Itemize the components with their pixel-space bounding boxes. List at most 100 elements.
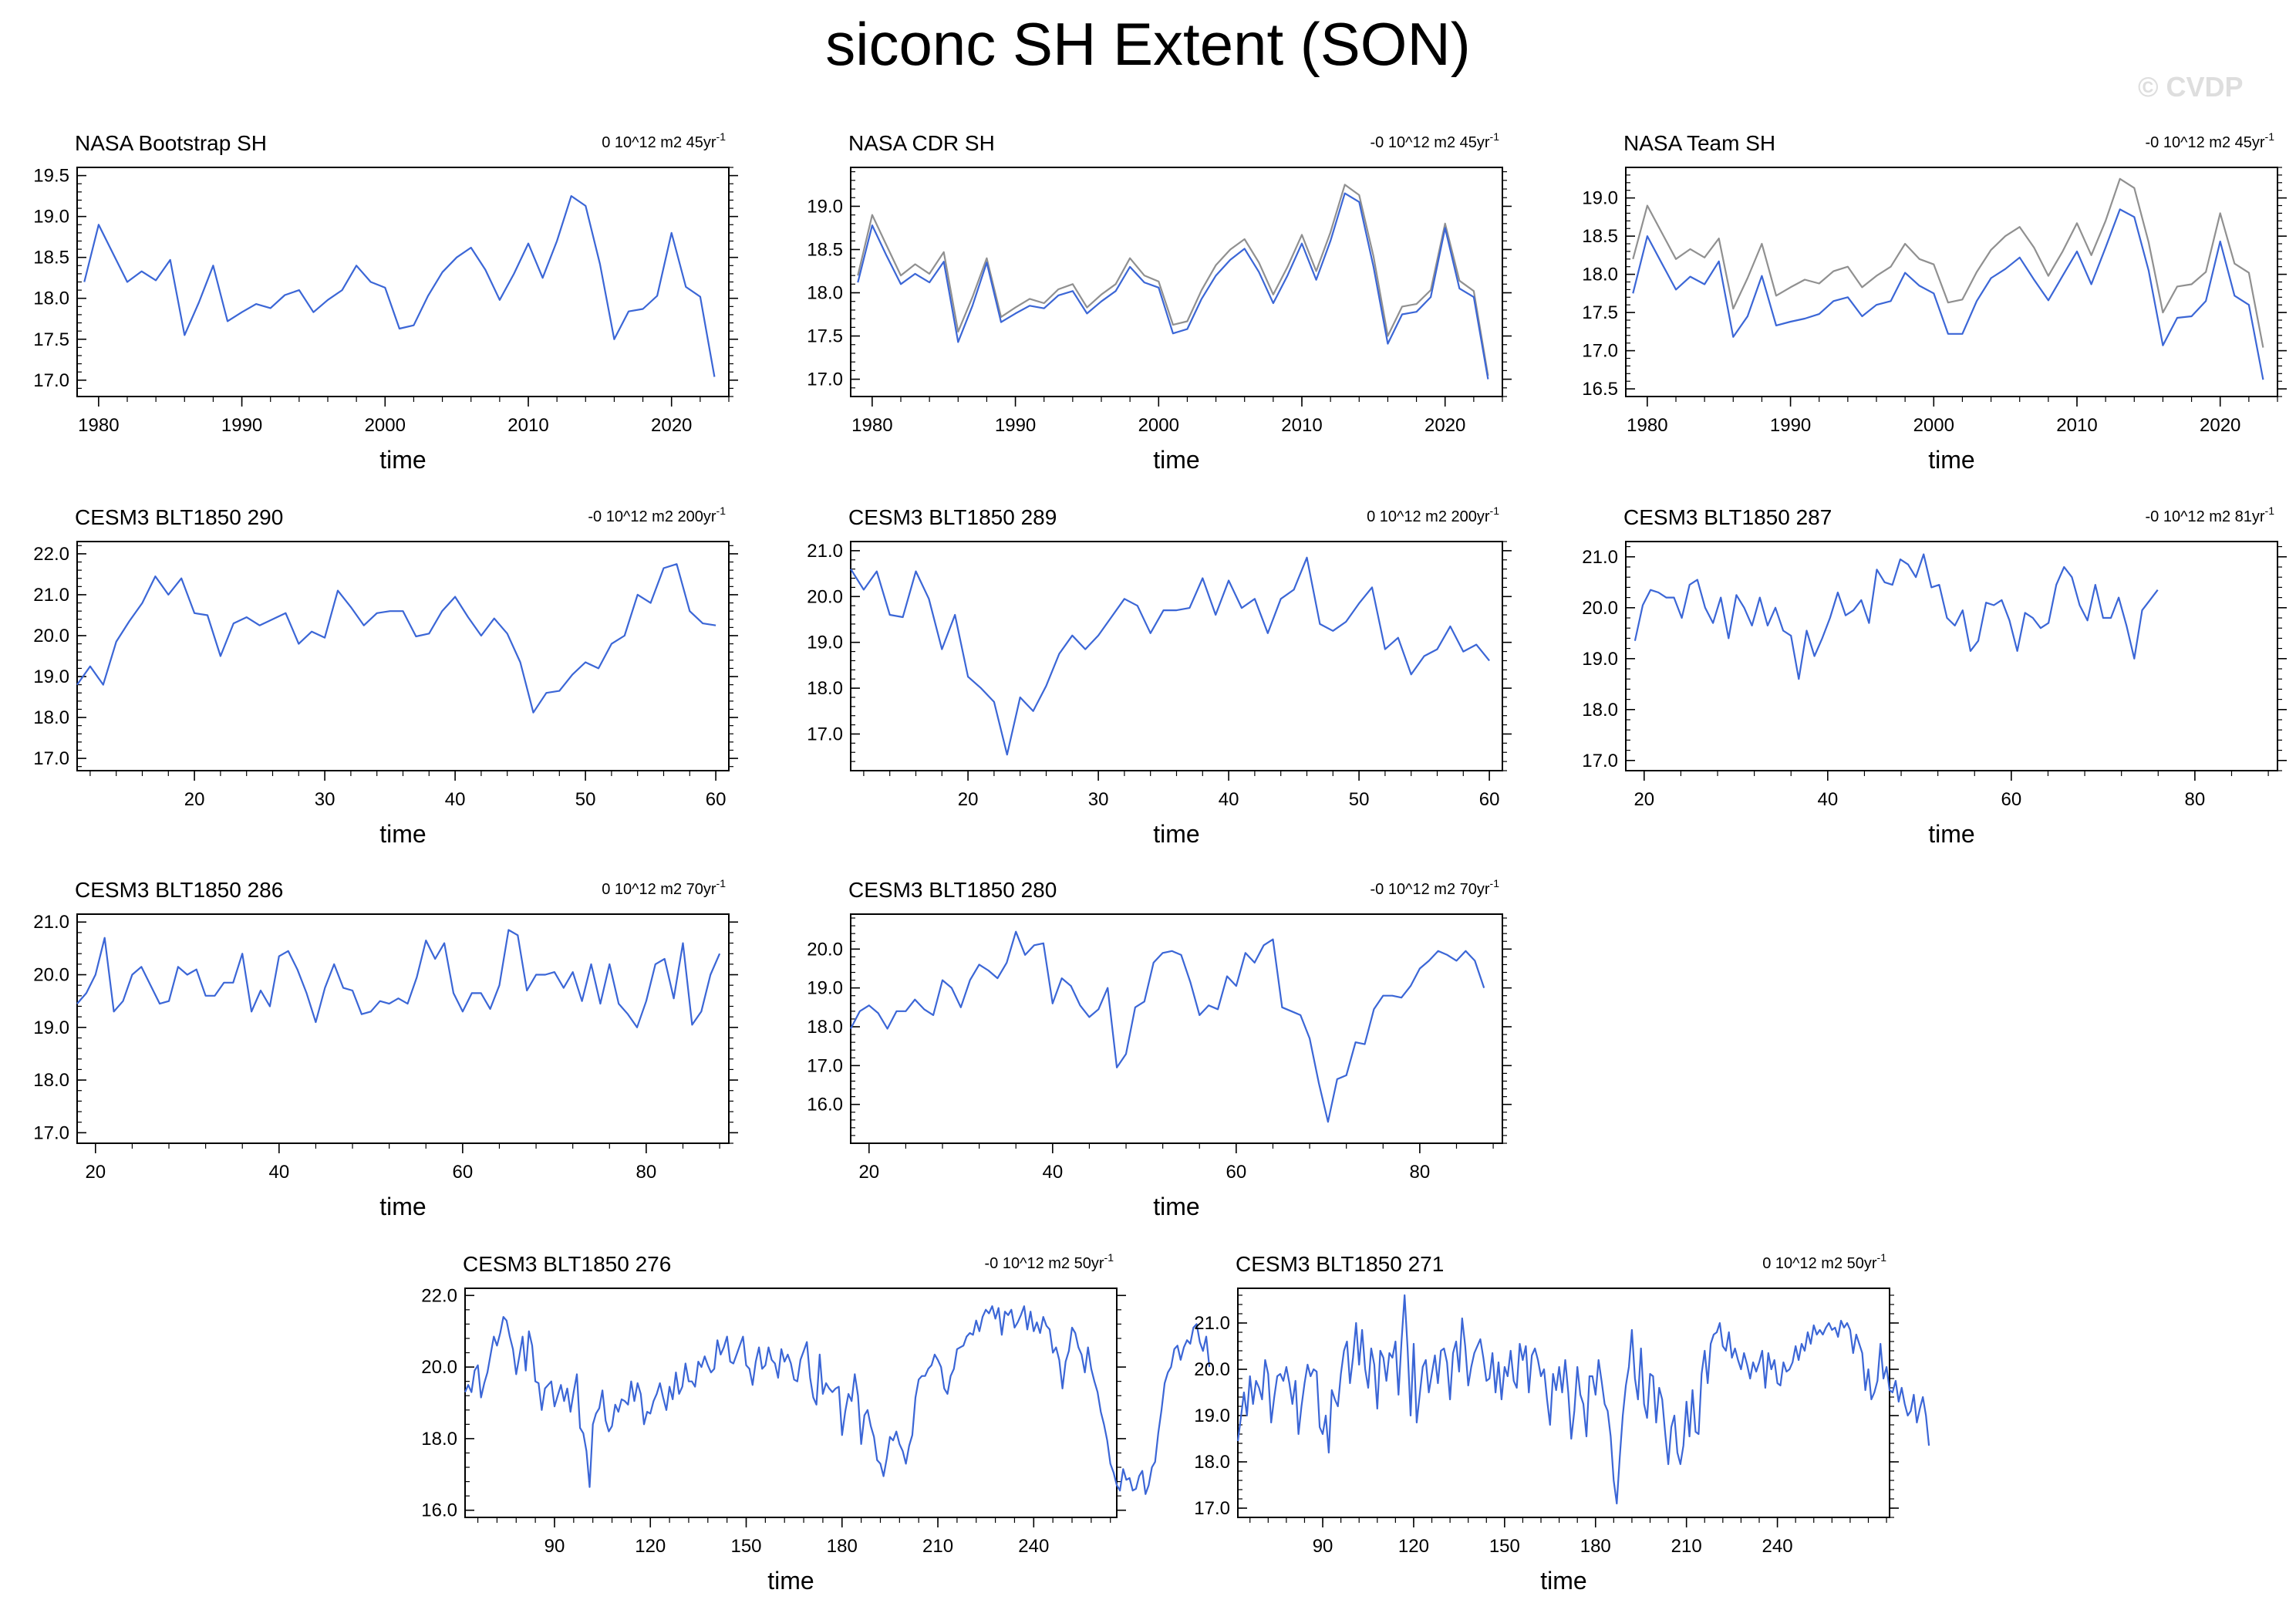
x-tick-label: 2010 — [507, 415, 548, 436]
series-line — [76, 929, 721, 1028]
y-tick-label: 18.0 — [807, 283, 843, 304]
y-tick-label: 17.5 — [1582, 302, 1618, 323]
plot-frame — [850, 913, 1503, 1144]
y-tick-label: 17.5 — [33, 329, 69, 350]
y-tick-label: 18.0 — [33, 1070, 69, 1091]
panel-title: CESM3 BLT1850 289 — [848, 505, 1057, 529]
y-tick-label: 17.0 — [33, 370, 69, 391]
y-tick-label: 17.0 — [807, 370, 843, 390]
y-tick-label: 21.0 — [33, 585, 69, 606]
y-tick-label: 17.5 — [807, 326, 843, 347]
x-tick-label: 80 — [636, 1162, 657, 1183]
chart-panel: 17.0 17.5 18.0 18.5 19.0 19.5 1980 1990 2000 2010… — [33, 130, 738, 474]
plot-frame — [464, 1288, 1118, 1518]
plot-frame — [1625, 541, 2278, 771]
panel-title: NASA Bootstrap SH — [75, 131, 267, 155]
y-tick-label: 17.0 — [1582, 341, 1618, 362]
series-line — [83, 195, 716, 377]
x-tick-label: 20 — [85, 1162, 106, 1183]
x-tick-label: 2000 — [1913, 415, 1954, 436]
trend-label: -0 10^12 m2 81yr-1 — [2146, 505, 2275, 525]
panel-title: CESM3 BLT1850 290 — [75, 505, 283, 529]
x-tick-label: 20 — [958, 789, 979, 810]
series-line — [1633, 553, 2159, 680]
y-tick-label: 19.0 — [33, 207, 69, 228]
plot-frame — [1237, 1288, 1890, 1518]
x-tick-label: 60 — [1226, 1162, 1247, 1183]
y-tick-label: 17.0 — [1582, 751, 1618, 771]
trend-label: 0 10^12 m2 200yr-1 — [1367, 505, 1499, 525]
trend-exponent: -1 — [2265, 505, 2275, 517]
chart-panel: 17.0 17.5 18.0 18.5 19.0 1980 1990 2000 2010 2020… — [807, 130, 1512, 474]
y-tick-label: 21.0 — [1582, 547, 1618, 568]
x-tick-label: 40 — [1219, 789, 1239, 810]
trend-exponent: -1 — [716, 130, 727, 143]
x-tick-label: 1990 — [221, 415, 262, 436]
y-tick-label: 20.0 — [807, 586, 843, 607]
x-tick-label: 150 — [1489, 1536, 1520, 1557]
x-tick-label: 210 — [922, 1536, 953, 1557]
trend-label: 0 10^12 m2 45yr-1 — [602, 130, 726, 151]
series-line — [1632, 177, 2264, 348]
plot-frame — [76, 541, 730, 771]
chart-panel: 17.0 18.0 19.0 20.0 21.0 22.0 20 30 40 50 60 CESM3 … — [33, 505, 738, 848]
x-tick-label: 2020 — [651, 415, 692, 436]
y-tick-label: 18.0 — [807, 1017, 843, 1038]
chart-panel: 17.0 18.0 19.0 20.0 21.0 20 40 60 80 CESM3 BLT185… — [33, 877, 738, 1220]
y-tick-label: 17.0 — [807, 724, 843, 744]
y-tick-label: 20.0 — [33, 626, 69, 646]
trend-label: -0 10^12 m2 45yr-1 — [1371, 130, 1500, 151]
x-tick-label: 1980 — [78, 415, 119, 436]
y-tick-label: 16.5 — [1582, 379, 1618, 400]
chart-panel: 16.0 17.0 18.0 19.0 20.0 20 40 60 80 CESM3 BLT185… — [807, 877, 1512, 1220]
x-tick-label: 90 — [1313, 1536, 1333, 1557]
x-axis-label: time — [1928, 446, 1974, 474]
y-tick-label: 20.0 — [33, 965, 69, 986]
series-line — [76, 563, 716, 714]
trend-exponent: -1 — [1490, 505, 1500, 517]
y-tick-label: 18.0 — [807, 678, 843, 699]
y-tick-label: 21.0 — [807, 541, 843, 562]
trend-exponent: -1 — [1490, 130, 1500, 143]
x-axis-label: time — [1153, 820, 1199, 848]
x-tick-label: 30 — [1088, 789, 1109, 810]
y-tick-label: 20.0 — [1582, 598, 1618, 619]
x-tick-label: 2020 — [2200, 415, 2240, 436]
series-line — [850, 556, 1490, 756]
y-tick-label: 17.0 — [1194, 1498, 1230, 1519]
trend-label: 0 10^12 m2 70yr-1 — [602, 877, 726, 898]
y-tick-label: 19.0 — [1582, 649, 1618, 670]
x-tick-label: 40 — [1817, 789, 1838, 810]
y-tick-label: 18.0 — [1582, 700, 1618, 721]
plot-frame — [76, 913, 730, 1144]
x-tick-label: 2010 — [2056, 415, 2097, 436]
trend-exponent: -1 — [1104, 1251, 1114, 1264]
watermark: © CVDP — [2138, 71, 2244, 103]
x-tick-label: 240 — [1018, 1536, 1049, 1557]
x-tick-label: 30 — [315, 789, 335, 810]
x-tick-label: 1980 — [1627, 415, 1667, 436]
y-tick-label: 17.0 — [33, 748, 69, 769]
y-tick-label: 18.0 — [33, 289, 69, 309]
y-tick-label: 18.5 — [807, 239, 843, 260]
panel-title: CESM3 BLT1850 271 — [1236, 1252, 1444, 1276]
panel-title: NASA Team SH — [1623, 131, 1775, 155]
series-line — [857, 184, 1489, 376]
y-tick-label: 18.0 — [1194, 1452, 1230, 1473]
x-tick-label: 40 — [1042, 1162, 1063, 1183]
x-tick-label: 1990 — [995, 415, 1036, 436]
trend-exponent: -1 — [1877, 1251, 1887, 1264]
x-tick-label: 180 — [827, 1536, 858, 1557]
x-tick-label: 180 — [1580, 1536, 1611, 1557]
trend-exponent: -1 — [716, 505, 727, 517]
x-axis-label: time — [379, 820, 426, 848]
x-tick-label: 50 — [575, 789, 596, 810]
x-tick-label: 60 — [2001, 789, 2022, 810]
x-tick-label: 1990 — [1770, 415, 1811, 436]
x-axis-label: time — [1153, 446, 1199, 474]
y-tick-label: 22.0 — [33, 544, 69, 565]
x-axis-label: time — [379, 446, 426, 474]
y-tick-label: 16.0 — [421, 1500, 457, 1521]
page-title: siconc SH Extent (SON) — [825, 10, 1471, 78]
x-tick-label: 1980 — [851, 415, 892, 436]
